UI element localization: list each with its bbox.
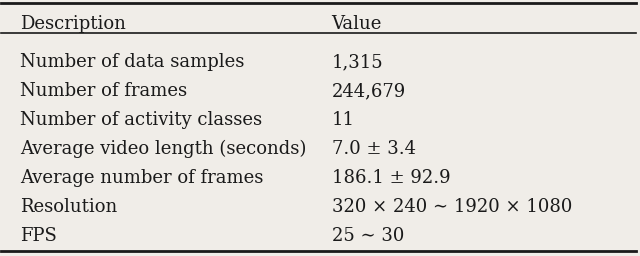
Text: Description: Description — [20, 15, 126, 33]
Text: 244,679: 244,679 — [332, 82, 406, 100]
Text: 25 ∼ 30: 25 ∼ 30 — [332, 227, 404, 244]
Text: Number of frames: Number of frames — [20, 82, 188, 100]
Text: FPS: FPS — [20, 227, 58, 244]
Text: Number of activity classes: Number of activity classes — [20, 111, 262, 129]
Text: Value: Value — [332, 15, 382, 33]
Text: 186.1 ± 92.9: 186.1 ± 92.9 — [332, 169, 450, 187]
Text: Average video length (seconds): Average video length (seconds) — [20, 140, 307, 158]
Text: 1,315: 1,315 — [332, 53, 383, 71]
Text: Number of data samples: Number of data samples — [20, 53, 245, 71]
Text: 11: 11 — [332, 111, 355, 129]
Text: Average number of frames: Average number of frames — [20, 169, 264, 187]
Text: 320 × 240 ∼ 1920 × 1080: 320 × 240 ∼ 1920 × 1080 — [332, 198, 572, 216]
Text: Resolution: Resolution — [20, 198, 118, 216]
Text: 7.0 ± 3.4: 7.0 ± 3.4 — [332, 140, 415, 158]
